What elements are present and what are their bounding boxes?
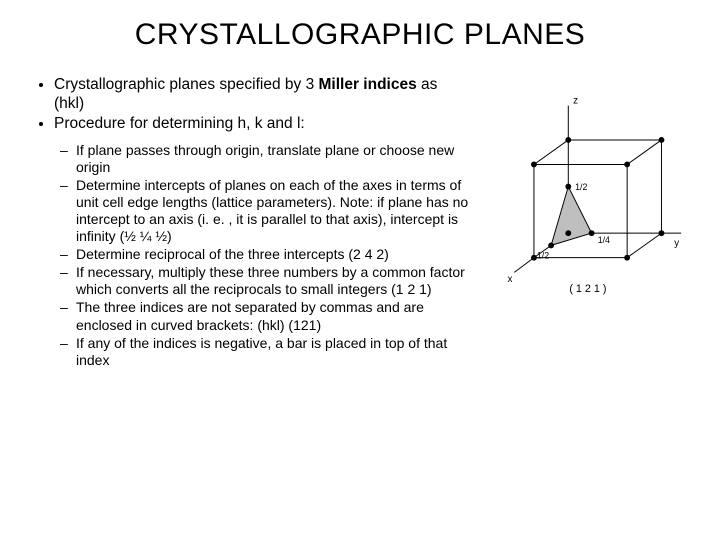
figure-caption: ( 1 2 1 ) bbox=[569, 283, 606, 295]
step-intercepts: Determine intercepts of planes on each o… bbox=[76, 177, 470, 245]
axis-z-label: z bbox=[573, 96, 578, 107]
figure-column: z y x 1/2 1/4 1/2 ( 1 2 1 ) bbox=[480, 76, 690, 370]
page-title: CRYSTALLOGRAPHIC PLANES bbox=[30, 18, 690, 52]
text-column: Crystallographic planes specified by 3 M… bbox=[30, 76, 470, 370]
label-x-half: 1/2 bbox=[537, 251, 549, 261]
main-bullet-list: Crystallographic planes specified by 3 M… bbox=[34, 76, 470, 134]
label-z-half: 1/2 bbox=[575, 182, 587, 192]
step-origin: If plane passes through origin, translat… bbox=[76, 142, 470, 176]
bullet-procedure: Procedure for determining h, k and l: bbox=[54, 115, 470, 134]
axis-x-label: x bbox=[507, 274, 512, 285]
miller-plane-diagram: z y x 1/2 1/4 1/2 ( 1 2 1 ) bbox=[480, 86, 686, 312]
step-negative: If any of the indices is negative, a bar… bbox=[76, 335, 470, 369]
bullet1-pre: Crystallographic planes specified by 3 bbox=[54, 76, 319, 93]
axis-y-label: y bbox=[674, 238, 679, 249]
step-multiply: If necessary, multiply these three numbe… bbox=[76, 264, 470, 298]
step-reciprocal: Determine reciprocal of the three interc… bbox=[76, 246, 470, 263]
procedure-steps-list: If plane passes through origin, translat… bbox=[34, 142, 470, 369]
step-brackets: The three indices are not separated by c… bbox=[76, 299, 470, 333]
bullet1-bold: Miller indices bbox=[319, 76, 417, 93]
content-row: Crystallographic planes specified by 3 M… bbox=[30, 76, 690, 370]
bullet-miller-indices: Crystallographic planes specified by 3 M… bbox=[54, 76, 470, 113]
label-y-quarter: 1/4 bbox=[598, 235, 610, 245]
